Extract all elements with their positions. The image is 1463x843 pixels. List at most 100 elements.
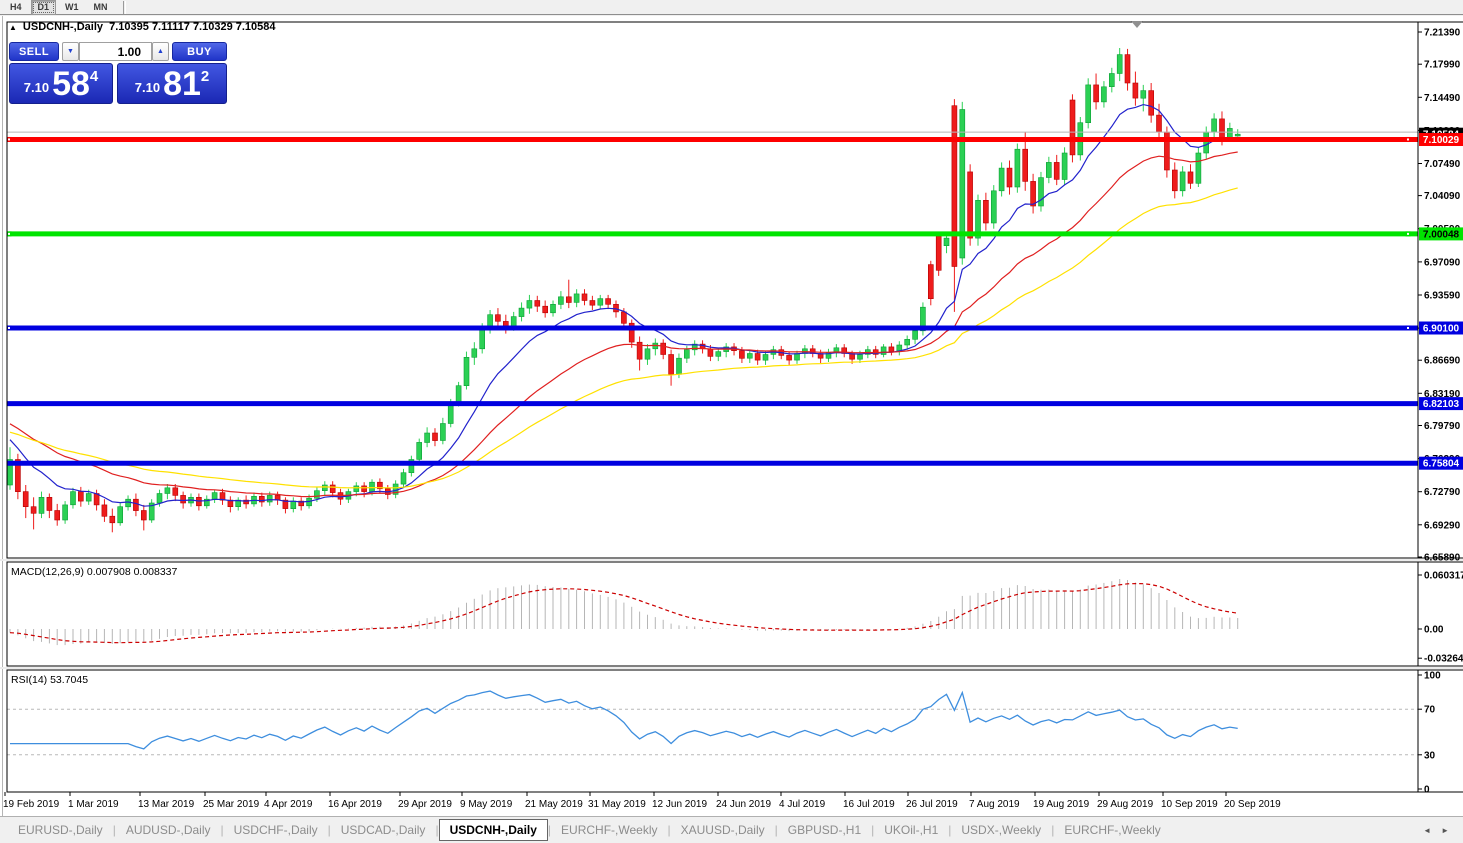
tab-separator: | [220,823,224,837]
svg-text:7.14490: 7.14490 [1424,93,1461,104]
sell-button[interactable]: SELL [9,42,59,61]
svg-text:25 Mar 2019: 25 Mar 2019 [203,799,260,810]
timeframe-button-mn[interactable]: MN [93,2,108,12]
hline-axis-label-6.90100: 6.90100 [1419,321,1463,335]
svg-text:6.97090: 6.97090 [1424,257,1461,268]
tab-separator: | [327,823,331,837]
svg-text:6.86690: 6.86690 [1424,356,1461,367]
tab-separator: | [774,823,778,837]
chart-tab-xauusd-daily[interactable]: XAUUSD-,Daily [680,823,765,837]
tab-separator: | [1051,823,1055,837]
tab-separator: | [547,823,552,837]
buy-price-prefix: 7.10 [134,80,161,95]
svg-text:7 Aug 2019: 7 Aug 2019 [969,799,1020,810]
main-pane-border [6,21,1419,559]
chart-tab-eurchf-weekly[interactable]: EURCHF-,Weekly [1064,823,1161,837]
moving-average-lines [9,103,1238,507]
chart-tab-ukoil-h1[interactable]: UKOil-,H1 [884,823,939,837]
svg-text:0: 0 [1424,785,1430,796]
tab-separator: | [871,823,875,837]
sell-price-box[interactable]: 7.10 58 4 [9,63,113,104]
chart-tab-usdcad-daily[interactable]: USDCAD-,Daily [340,823,426,837]
chart-shift-marker-icon[interactable] [1131,21,1143,28]
svg-text:6.65890: 6.65890 [1424,553,1461,564]
timeframe-button-h4[interactable]: H4 [10,2,22,12]
buy-button[interactable]: BUY [172,42,227,61]
hline-axis-label-7.00048: 7.00048 [1419,227,1463,241]
svg-text:7.17990: 7.17990 [1424,60,1461,71]
ohlc-values: 7.10395 7.11117 7.10329 7.10584 [109,21,276,33]
svg-text:16 Apr 2019: 16 Apr 2019 [328,799,382,810]
svg-text:0.00: 0.00 [1424,625,1444,636]
chart-tab-usdchf-daily[interactable]: USDCHF-,Daily [233,823,318,837]
symbol-name: USDCNH-,Daily [22,21,103,33]
hline-axis-label-7.10029: 7.10029 [1419,133,1463,146]
svg-text:6.75804: 6.75804 [1423,459,1460,470]
svg-text:10 Sep 2019: 10 Sep 2019 [1161,799,1218,810]
svg-text:12 Jun 2019: 12 Jun 2019 [652,799,707,810]
svg-text:6.82103: 6.82103 [1423,399,1460,410]
ma-line-2 [9,187,1238,489]
svg-text:7.00048: 7.00048 [1423,229,1460,240]
tab-separator: | [435,823,439,837]
rsi-label: RSI(14) 53.7045 [11,674,88,686]
svg-text:6.93590: 6.93590 [1424,291,1461,302]
hline-axis-label-6.75804: 6.75804 [1419,456,1463,470]
volume-decrease-button[interactable]: ▼ [62,42,79,61]
chart-tab-bar: ◄ ► EURUSD-,Daily | AUDUSD-,Daily | USDCHF-,… [0,816,1463,843]
svg-text:13 Mar 2019: 13 Mar 2019 [138,799,195,810]
date-axis[interactable]: 19 Feb 2019 1 Mar 2019 13 Mar 2019 25 Mar 2… [3,792,1281,810]
svg-text:6.90100: 6.90100 [1423,324,1460,335]
chevron-down-icon: ▼ [67,48,74,55]
rsi-axis: 100 70 30 0 [1418,671,1441,796]
svg-text:6.72790: 6.72790 [1424,487,1461,498]
tabs-scroll-left-button[interactable]: ◄ [1423,826,1431,835]
tab-separator: | [948,823,952,837]
price-axis[interactable]: 7.213907.179907.144907.109907.074907.040… [1418,28,1461,564]
macd-signal-line [9,582,1238,644]
svg-text:6.79790: 6.79790 [1424,421,1461,432]
candlestick-series [7,48,1241,533]
svg-text:19 Feb 2019: 19 Feb 2019 [3,799,60,810]
chart-tab-gbpusd-h1[interactable]: GBPUSD-,H1 [787,823,862,837]
macd-label: MACD(12,26,9) 0.007908 0.008337 [11,566,178,578]
svg-text:0.060317: 0.060317 [1424,571,1463,582]
svg-text:7.21390: 7.21390 [1424,28,1461,39]
svg-text:70: 70 [1424,705,1436,716]
svg-text:7.10029: 7.10029 [1423,135,1460,146]
svg-text:16 Jul 2019: 16 Jul 2019 [843,799,895,810]
timeframe-button-w1[interactable]: W1 [65,2,79,12]
svg-text:4 Apr 2019: 4 Apr 2019 [264,799,313,810]
volume-input[interactable] [79,42,152,61]
buy-price-box[interactable]: 7.10 81 2 [117,63,227,104]
window-left-frame [2,16,3,816]
svg-text:29 Aug 2019: 29 Aug 2019 [1097,799,1154,810]
tabs-scroll-right-button[interactable]: ► [1441,826,1449,835]
svg-text:6.83190: 6.83190 [1424,389,1461,400]
buy-price-big: 81 [163,65,201,104]
chart-tab-usdx-weekly[interactable]: USDX-,Weekly [961,823,1042,837]
svg-text:7.04090: 7.04090 [1424,191,1461,202]
chart-tab-usdcnh-daily[interactable]: USDCNH-,Daily [438,819,548,841]
svg-text:19 Aug 2019: 19 Aug 2019 [1033,799,1090,810]
chart-tab-audusd-daily[interactable]: AUDUSD-,Daily [125,823,211,837]
rsi-line [10,690,1238,750]
volume-increase-button[interactable]: ▲ [152,42,169,61]
svg-text:100: 100 [1424,671,1441,682]
tab-separator: | [667,823,671,837]
sell-price-sup: 4 [89,68,99,85]
svg-text:20 Sep 2019: 20 Sep 2019 [1224,799,1281,810]
svg-text:26 Jul 2019: 26 Jul 2019 [906,799,958,810]
collapse-arrow-icon[interactable]: ▲ [9,22,17,32]
svg-text:30: 30 [1424,750,1436,761]
rsi-pane-border [6,669,1419,793]
timeframe-button-d1[interactable]: D1 [30,0,57,15]
hline-axis-label-6.82103: 6.82103 [1419,397,1463,411]
svg-text:31 May 2019: 31 May 2019 [588,799,646,810]
chart-tab-eurusd-daily[interactable]: EURUSD-,Daily [18,823,103,837]
svg-text:29 Apr 2019: 29 Apr 2019 [398,799,452,810]
svg-text:7.07490: 7.07490 [1424,159,1461,170]
chart-tab-eurchf-weekly[interactable]: EURCHF-,Weekly [561,823,658,837]
